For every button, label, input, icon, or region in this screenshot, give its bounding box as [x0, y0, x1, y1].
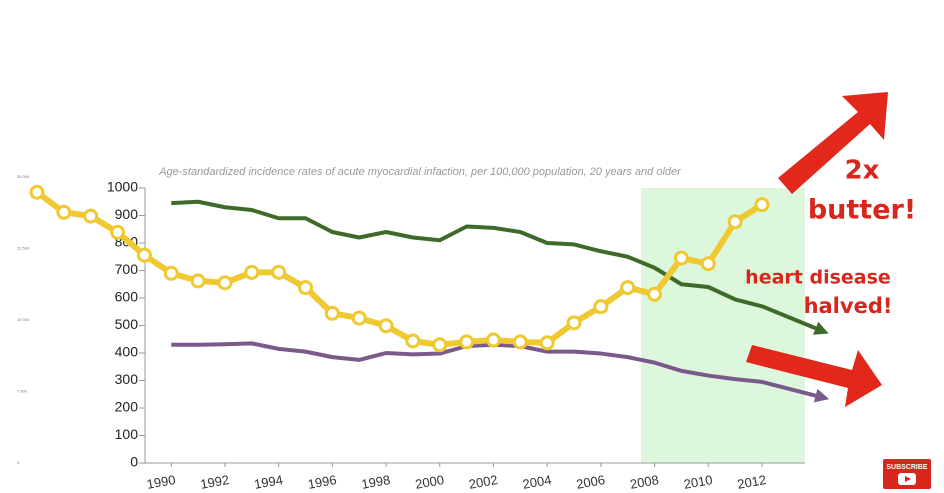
series-marker [136, 247, 152, 263]
series-marker [29, 184, 45, 200]
down-arrow [746, 345, 882, 407]
background-layer [641, 188, 805, 463]
subscribe-button[interactable]: SUBSCRIBE [883, 459, 931, 489]
series-marker [217, 275, 233, 291]
series-marker [566, 315, 582, 331]
y-tick-label: 1000 [107, 179, 138, 195]
series-marker [432, 337, 448, 353]
series-marker [485, 332, 501, 348]
series-marker [405, 333, 421, 349]
y2-tick-label: 0 [17, 460, 20, 465]
x-tick-label: 1992 [199, 472, 230, 492]
y-tick-label: 900 [115, 206, 139, 222]
series-marker [620, 280, 636, 296]
y2-tick-label: 30 000 [17, 174, 30, 179]
highlight-band [641, 188, 805, 463]
x-tick-label: 2000 [414, 472, 445, 492]
x-tick-label: 1998 [360, 472, 391, 492]
y-tick-label: 700 [115, 261, 139, 277]
series-marker [190, 273, 206, 289]
x-tick-label: 1994 [253, 472, 284, 492]
series-marker [298, 280, 313, 296]
series-marker [754, 197, 770, 213]
annotation: butter! [808, 195, 916, 226]
series-marker [324, 305, 340, 321]
y-tick-label: 600 [115, 289, 139, 305]
y-tick-label: 200 [115, 399, 139, 415]
y2-tick-label: 15 000 [17, 317, 30, 322]
x-tick-label: 2010 [683, 472, 714, 492]
series-marker [700, 256, 716, 272]
x-tick-label: 1996 [307, 472, 338, 492]
subscribe-label[interactable]: SUBSCRIBE [886, 464, 928, 471]
x-tick-label: 2008 [629, 472, 660, 492]
series-marker [539, 335, 555, 351]
series-marker [271, 264, 287, 280]
x-tick-label: 2006 [575, 472, 606, 492]
y2-tick-label: 22 500 [17, 246, 30, 251]
x-tick-label: 2012 [736, 472, 767, 492]
series-marker [459, 334, 475, 350]
series-line [35, 189, 764, 348]
arrow-head [812, 321, 829, 335]
series-marker [512, 334, 528, 350]
series-marker [673, 250, 689, 266]
annotation: halved! [804, 294, 893, 318]
y-tick-label: 400 [115, 344, 139, 360]
y-tick-label: 300 [115, 371, 139, 387]
chart-title: Age-standardized incidence rates of acut… [158, 166, 682, 178]
play-icon[interactable] [905, 476, 911, 482]
y-tick-label: 100 [115, 426, 139, 442]
series-marker [727, 214, 743, 230]
series-marker [56, 204, 72, 220]
x-tick-label: 2004 [521, 472, 552, 492]
series-marker [244, 264, 260, 280]
series-marker [378, 318, 394, 334]
up-arrow [778, 92, 888, 194]
x-tick-label: 1990 [146, 472, 177, 492]
y-tick-label: 500 [115, 316, 139, 332]
series-line [171, 199, 817, 331]
annotation: heart disease [745, 267, 891, 289]
y-tick-label: 0 [130, 454, 138, 470]
series-marker [110, 224, 126, 240]
arrow-head [813, 388, 830, 403]
series-marker [593, 299, 609, 315]
y2-tick-label: 7 500 [17, 389, 28, 394]
series-marker [351, 310, 367, 326]
series-marker [163, 265, 179, 281]
series-marker [647, 286, 663, 302]
x-tick-label: 2002 [468, 472, 499, 492]
series-marker [83, 208, 99, 224]
annotation: 2x [845, 156, 880, 186]
